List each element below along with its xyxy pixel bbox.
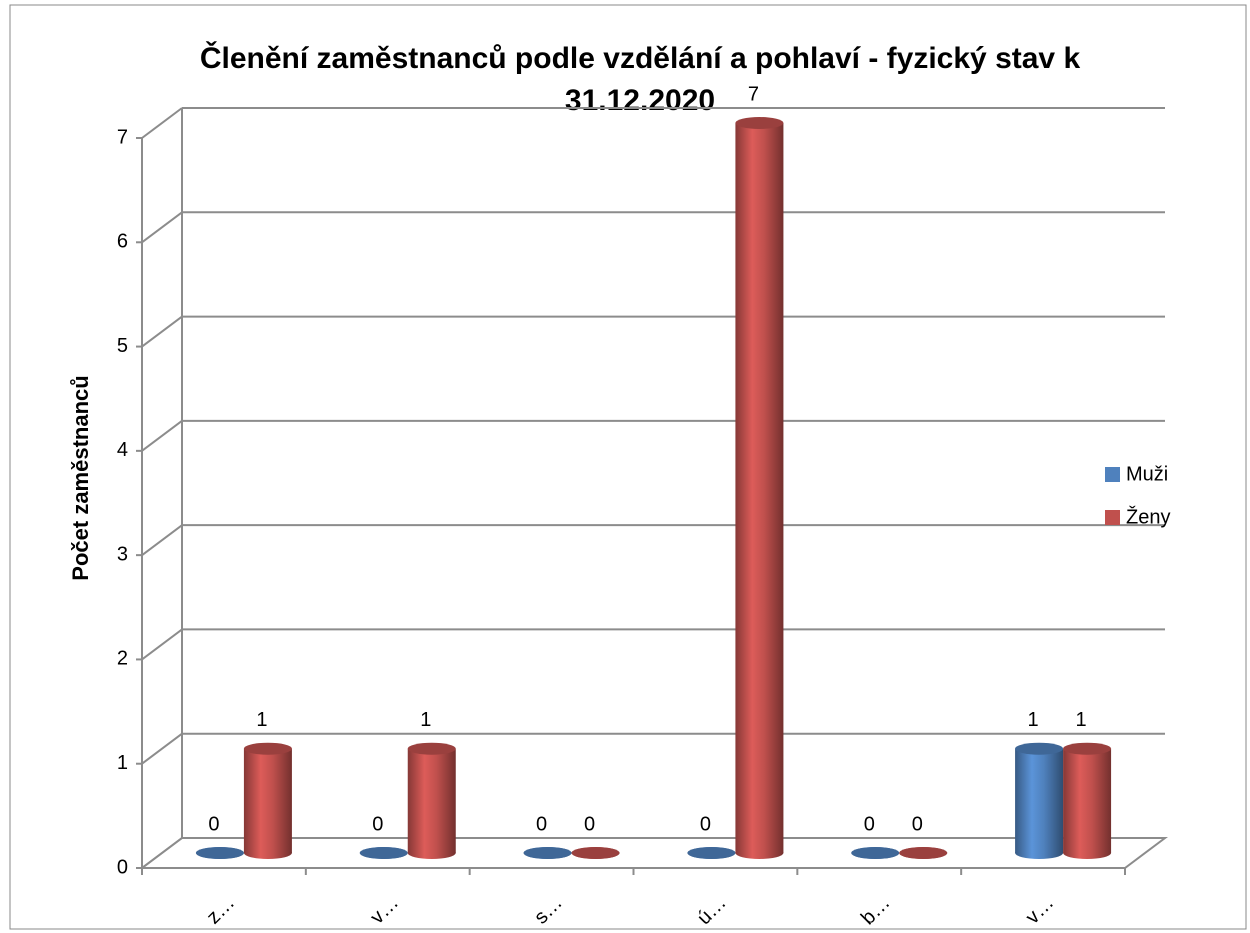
y-tick-label: 2 bbox=[117, 648, 128, 670]
y-tick-label: 5 bbox=[117, 335, 128, 357]
y-tick-label: 4 bbox=[117, 439, 128, 461]
legend-swatch bbox=[1105, 467, 1120, 482]
data-label: 7 bbox=[748, 83, 759, 105]
bar bbox=[359, 847, 408, 859]
bar bbox=[687, 847, 736, 859]
bar bbox=[571, 847, 620, 859]
y-tick-label: 6 bbox=[117, 231, 128, 253]
bar bbox=[407, 742, 456, 859]
data-label: 0 bbox=[584, 813, 595, 835]
data-label: 0 bbox=[208, 813, 219, 835]
data-label: 1 bbox=[256, 709, 267, 731]
data-label: 1 bbox=[1076, 709, 1087, 731]
legend-swatch bbox=[1105, 510, 1120, 525]
grid-line bbox=[141, 732, 183, 765]
data-label: 0 bbox=[536, 813, 547, 835]
y-tick-label: 0 bbox=[117, 856, 128, 878]
bar bbox=[735, 117, 784, 859]
data-label: 0 bbox=[912, 813, 923, 835]
data-label: 0 bbox=[700, 813, 711, 835]
bar bbox=[1015, 742, 1064, 859]
y-tick-label: 7 bbox=[117, 126, 128, 148]
data-label: 0 bbox=[864, 813, 875, 835]
y-tick-label: 1 bbox=[117, 752, 128, 774]
bar bbox=[851, 847, 900, 859]
bar bbox=[195, 847, 244, 859]
legend-label: Muži bbox=[1126, 463, 1168, 485]
grid-line bbox=[141, 837, 183, 869]
floor bbox=[139, 837, 1168, 869]
data-label: 1 bbox=[1028, 709, 1039, 731]
data-label: 1 bbox=[420, 709, 431, 731]
legend-label: Ženy bbox=[1126, 505, 1170, 528]
grid-line bbox=[141, 107, 183, 139]
bar bbox=[899, 847, 948, 859]
chart-title: Členění zaměstnanců podle vzdělání a poh… bbox=[200, 41, 1081, 75]
bar bbox=[243, 742, 292, 859]
grid-line bbox=[141, 524, 183, 556]
grid-line bbox=[141, 315, 183, 348]
grid-line bbox=[141, 420, 183, 452]
data-label: 0 bbox=[372, 813, 383, 835]
grid-line bbox=[141, 211, 183, 244]
bar bbox=[523, 847, 572, 859]
bar bbox=[1063, 742, 1112, 859]
y-tick-label: 3 bbox=[117, 543, 128, 565]
y-axis-label: Počet zaměstnanců bbox=[68, 375, 93, 580]
grid-line bbox=[141, 628, 183, 661]
chart-title: 31.12.2020 bbox=[565, 84, 715, 117]
